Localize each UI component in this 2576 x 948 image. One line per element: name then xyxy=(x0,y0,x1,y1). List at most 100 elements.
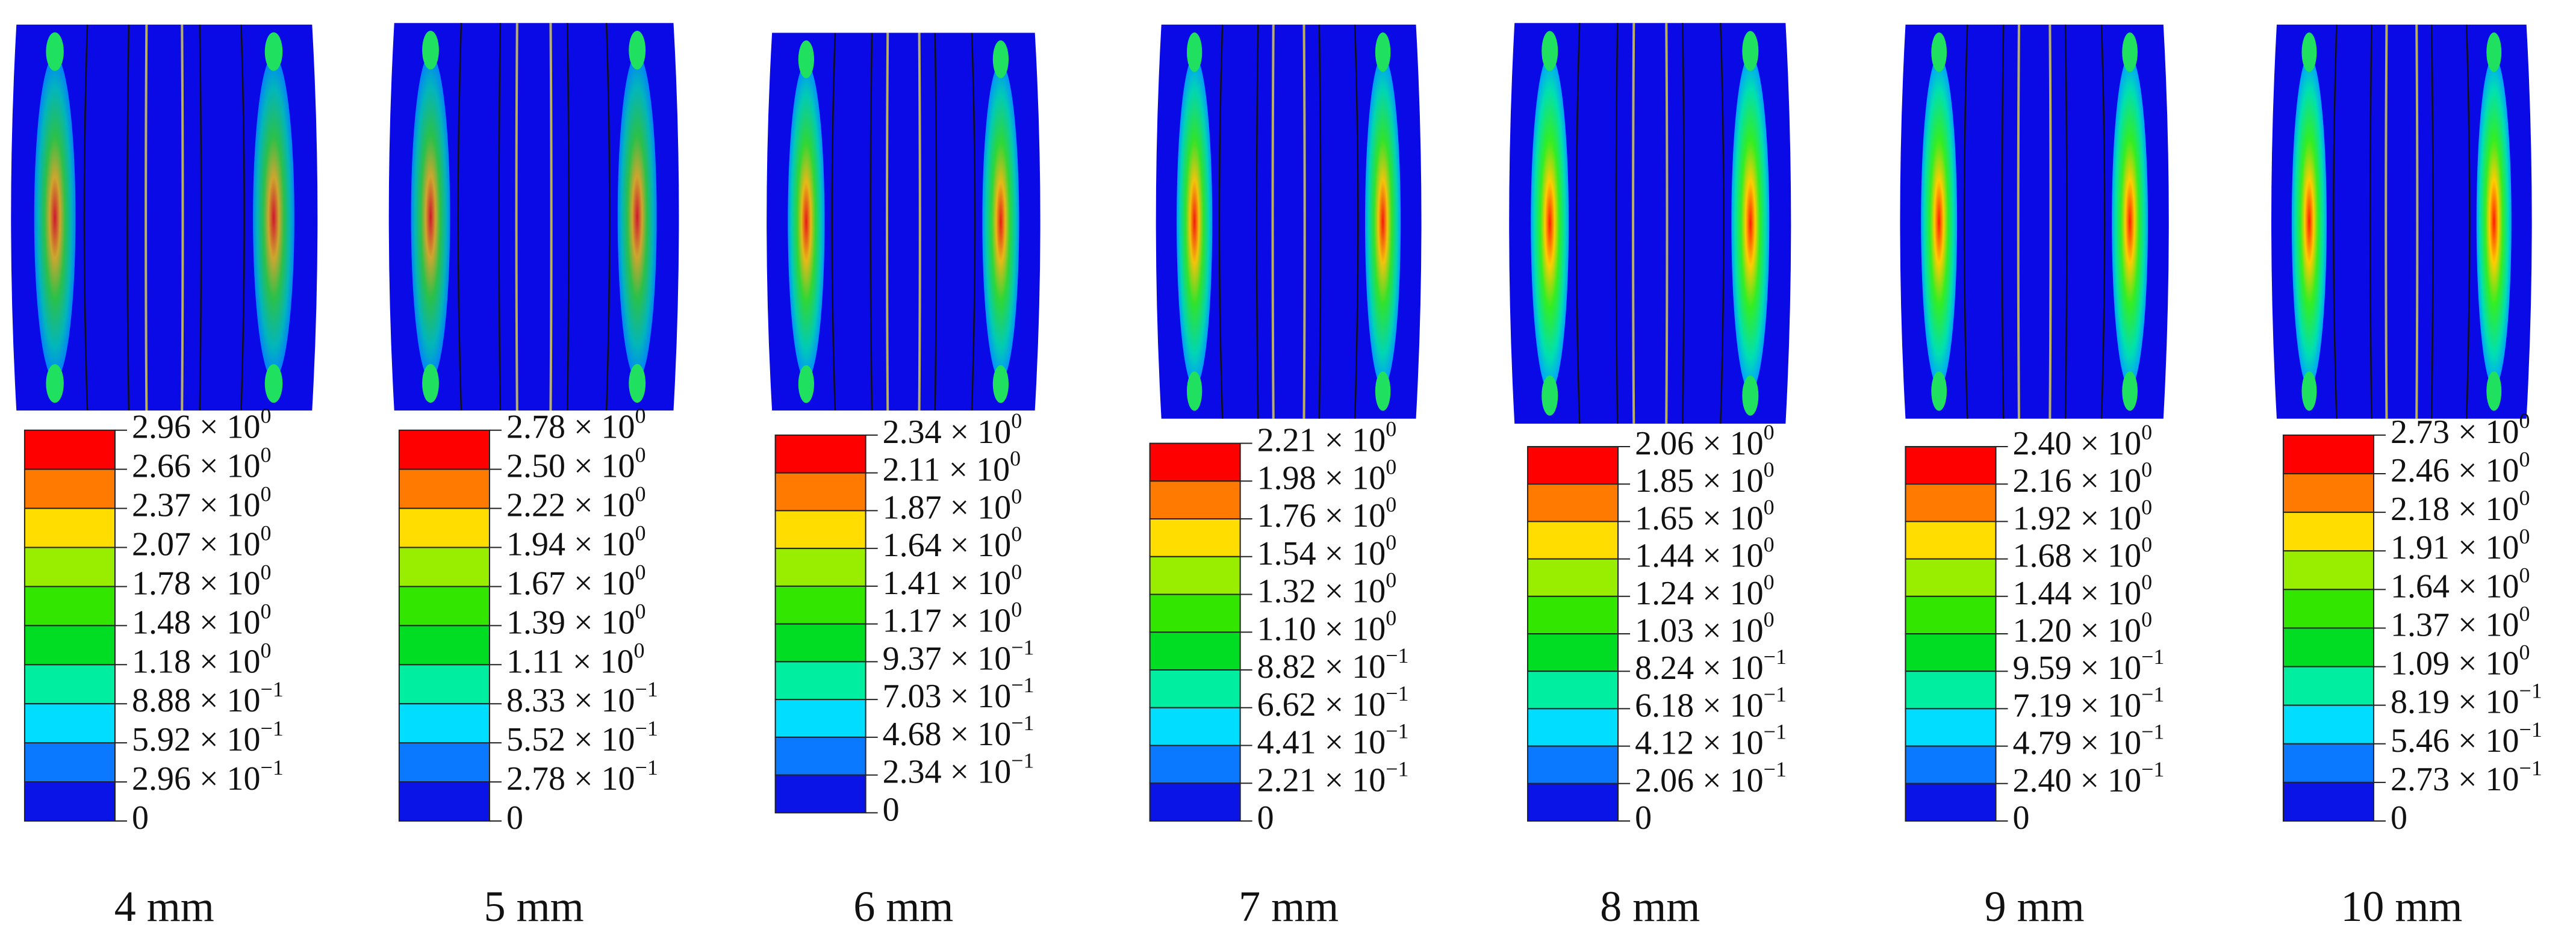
legend-exponent: 0 xyxy=(261,639,272,663)
stress-spot xyxy=(1931,371,1947,411)
stress-spot xyxy=(2122,33,2138,72)
legend-label: 2.11 × 100 xyxy=(883,447,1021,489)
contour-line xyxy=(567,23,570,411)
legend-exponent: 0 xyxy=(1764,607,1775,631)
legend-exponent: 0 xyxy=(261,560,272,584)
legend-mantissa: 8.82 × 10 xyxy=(1257,648,1386,686)
stress-spot xyxy=(798,40,814,78)
legend-mantissa: 2.21 × 10 xyxy=(1257,761,1386,799)
legend-label: 1.20 × 100 xyxy=(2013,607,2153,649)
contour-line xyxy=(2001,24,2005,419)
contour-line xyxy=(1271,24,1275,419)
stress-spot xyxy=(1542,375,1558,416)
contour-line xyxy=(240,24,245,411)
legend-label: 1.65 × 100 xyxy=(1635,495,1775,538)
legend-exponent: 0 xyxy=(2141,570,2152,594)
caption: 5 mm xyxy=(484,882,584,931)
legend-mantissa: 1.92 × 10 xyxy=(2013,500,2142,537)
stress-band xyxy=(1531,55,1569,392)
legend-swatch xyxy=(1905,782,1997,822)
legend-label: 1.44 × 100 xyxy=(1635,533,1775,575)
legend-swatch xyxy=(774,548,866,587)
legend-exponent: −1 xyxy=(1386,757,1408,781)
legend-exponent: 0 xyxy=(1386,417,1396,441)
legend-mantissa: 6.62 × 10 xyxy=(1257,686,1386,723)
legend-swatch xyxy=(1149,669,1241,708)
legend-exponent: −1 xyxy=(2519,756,2542,780)
legend-exponent: 0 xyxy=(1011,560,1022,584)
legend-exponent: −1 xyxy=(1011,711,1034,735)
legend-swatch xyxy=(1149,782,1241,822)
legend-label: 8.82 × 10−1 xyxy=(1257,643,1409,686)
caption: 9 mm xyxy=(1985,882,2085,931)
contour-line xyxy=(2415,24,2419,419)
legend-swatch xyxy=(398,429,490,470)
stress-spot xyxy=(2301,371,2317,411)
legend-swatch xyxy=(774,434,866,474)
contour-line xyxy=(831,33,836,411)
legend-exponent: 0 xyxy=(1011,485,1022,509)
legend-exponent: 0 xyxy=(1011,522,1022,546)
legend-exponent: 0 xyxy=(2519,563,2530,587)
legend-exponent: 0 xyxy=(2519,486,2530,510)
legend-exponent: 0 xyxy=(261,599,272,624)
legend-swatch xyxy=(1149,480,1241,520)
stress-spot xyxy=(2486,33,2502,72)
legend-label: 8.88 × 10−1 xyxy=(132,677,284,719)
legend-mantissa: 2.18 × 10 xyxy=(2391,491,2519,528)
legend-swatch xyxy=(23,703,116,744)
specimen xyxy=(11,24,318,411)
legend-mantissa: 0 xyxy=(1635,799,1652,837)
legend-mantissa: 1.68 × 10 xyxy=(2013,537,2142,574)
legend-swatch xyxy=(1905,595,1997,635)
legend-swatch xyxy=(2282,666,2374,706)
contour-line xyxy=(934,33,938,411)
legend-label: 8.24 × 10−1 xyxy=(1635,645,1787,687)
legend-mantissa: 1.41 × 10 xyxy=(883,565,1012,602)
stress-spot xyxy=(629,364,646,403)
contour-line xyxy=(1665,23,1669,424)
legend-swatch xyxy=(23,742,116,783)
legend-exponent: −1 xyxy=(635,755,658,779)
legend-mantissa: 2.40 × 10 xyxy=(2013,762,2142,799)
legend-mantissa: 1.03 × 10 xyxy=(1635,612,1764,649)
legend-swatch xyxy=(1905,633,1997,672)
legend-mantissa: 8.88 × 10 xyxy=(132,682,261,719)
legend-exponent: 0 xyxy=(2519,447,2530,471)
specimen xyxy=(1509,23,1791,424)
legend-label: 1.10 × 100 xyxy=(1257,606,1397,648)
legend-mantissa: 2.73 × 10 xyxy=(2391,414,2519,451)
legend-exponent: 0 xyxy=(1764,420,1775,444)
legend-mantissa: 9.37 × 10 xyxy=(883,640,1012,677)
stress-spot xyxy=(1742,31,1759,72)
legend-swatch xyxy=(1905,745,1997,784)
legend-swatch xyxy=(774,699,866,738)
legend-swatch xyxy=(398,468,490,509)
legend-mantissa: 1.48 × 10 xyxy=(132,604,261,641)
legend-swatch xyxy=(1527,446,1619,485)
legend-exponent: −1 xyxy=(635,716,658,740)
legend-mantissa: 2.96 × 10 xyxy=(132,409,261,446)
contour-line xyxy=(2369,24,2372,419)
legend-exponent: 0 xyxy=(635,560,646,584)
legend-label: 1.37 × 100 xyxy=(2391,602,2530,644)
legend-swatch xyxy=(774,774,866,814)
legend-label: 2.34 × 100 xyxy=(883,409,1022,451)
stress-band xyxy=(1364,56,1401,388)
legend-mantissa: 8.33 × 10 xyxy=(506,682,635,719)
legend-mantissa: 0 xyxy=(2013,799,2030,837)
legend-label: 4.68 × 10−1 xyxy=(883,711,1034,753)
legend-swatch xyxy=(1527,745,1619,784)
specimen xyxy=(1900,24,2169,419)
contour-line xyxy=(918,33,921,411)
legend-swatch xyxy=(398,507,490,548)
legend-label: 1.91 × 100 xyxy=(2391,525,2530,567)
legend-label: 5.46 × 10−1 xyxy=(2391,717,2542,760)
legend-label: 1.98 × 100 xyxy=(1257,455,1397,497)
legend-label: 5.92 × 10−1 xyxy=(132,716,284,758)
